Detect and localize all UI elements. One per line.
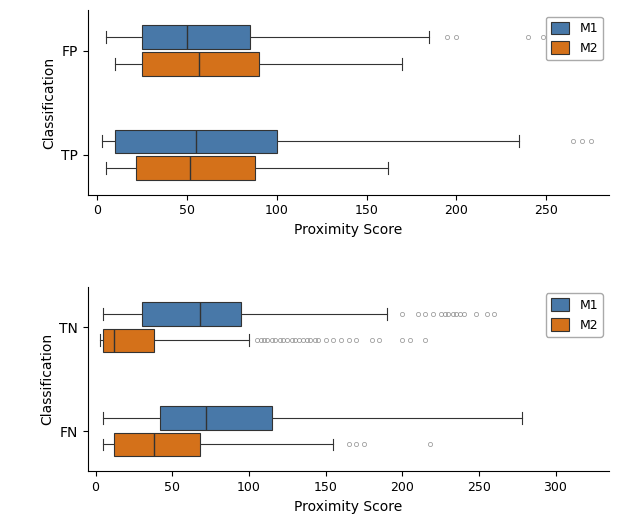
PathPatch shape [114,433,200,456]
PathPatch shape [115,130,277,153]
X-axis label: Proximity Score: Proximity Score [295,223,403,237]
Legend: M1, M2: M1, M2 [546,17,603,60]
PathPatch shape [142,52,259,76]
PathPatch shape [141,302,241,326]
Y-axis label: Classification: Classification [40,333,54,425]
Legend: M1, M2: M1, M2 [546,293,603,337]
X-axis label: Proximity Score: Proximity Score [295,500,403,514]
PathPatch shape [160,406,272,430]
Y-axis label: Classification: Classification [42,56,56,149]
PathPatch shape [142,25,250,49]
PathPatch shape [103,328,154,352]
PathPatch shape [136,156,255,180]
